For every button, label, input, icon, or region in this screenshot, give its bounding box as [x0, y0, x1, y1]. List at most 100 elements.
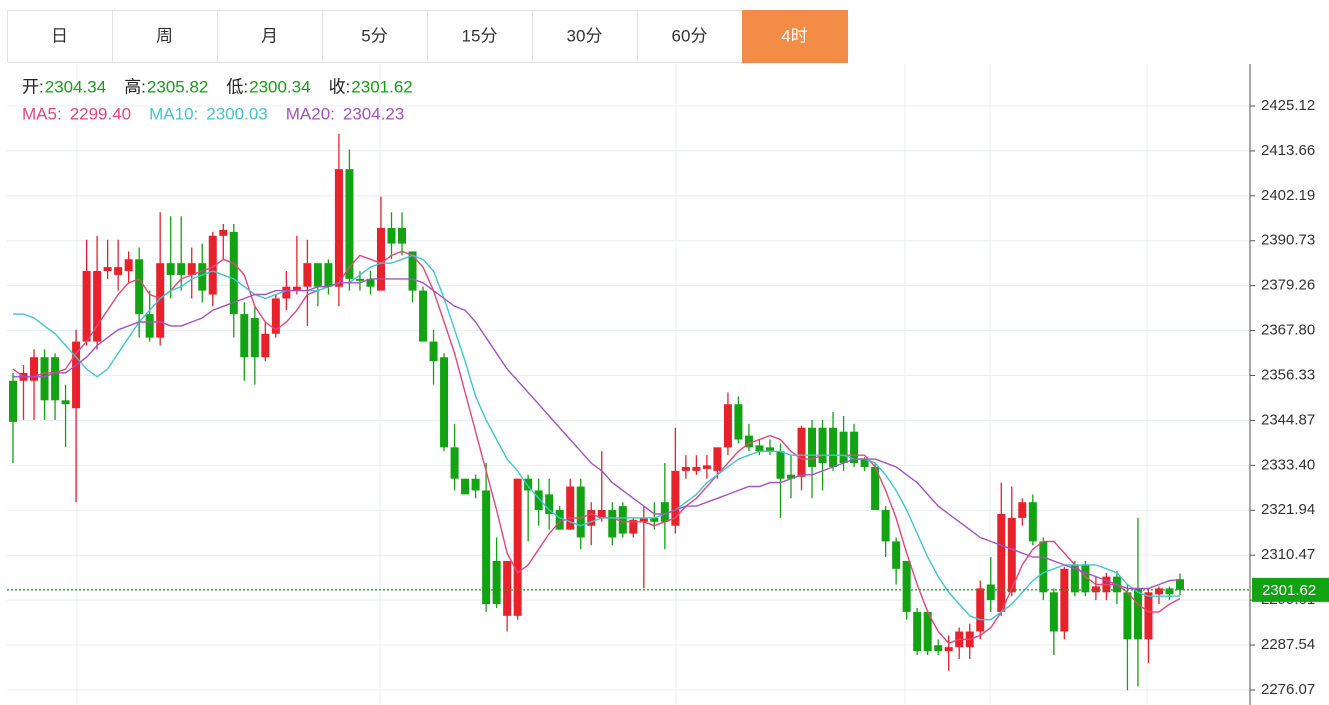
tab-label[interactable]: 周: [156, 26, 173, 45]
candle-body: [608, 510, 617, 538]
candle-body: [1176, 579, 1184, 590]
candle-body: [40, 357, 49, 401]
candle-body: [450, 447, 459, 479]
candle-body: [545, 494, 554, 514]
candle-body: [145, 314, 154, 338]
ohlc-value: 2300.34: [249, 77, 310, 96]
tab[interactable]: [112, 10, 218, 63]
candle-body: [355, 278, 364, 281]
ma-line: [13, 278, 1181, 590]
last-price-label: 2301.62: [1262, 582, 1316, 599]
tab-label[interactable]: 4时: [781, 26, 807, 45]
candle-body: [282, 286, 291, 299]
candle-body: [713, 447, 722, 471]
tab[interactable]: [742, 10, 848, 63]
candle-body: [324, 263, 333, 287]
candle-body: [734, 404, 743, 440]
candle-body: [513, 478, 522, 616]
candle-body: [997, 513, 1006, 612]
candle-body: [829, 427, 838, 467]
candle-body: [776, 451, 785, 479]
tab[interactable]: [532, 10, 638, 63]
tab-label[interactable]: 30分: [567, 26, 603, 45]
tab[interactable]: [637, 10, 743, 63]
candle-body: [429, 341, 438, 362]
candle-body: [482, 490, 491, 605]
plot: [7, 133, 1250, 691]
candle-body: [1144, 592, 1153, 640]
tab[interactable]: [7, 10, 113, 63]
candle-body: [692, 466, 701, 471]
candle-body: [93, 271, 102, 342]
candle-body: [702, 465, 711, 469]
candle-body: [250, 318, 259, 358]
candle-body: [177, 263, 186, 275]
candle-body: [292, 286, 301, 291]
candle-body: [387, 227, 396, 244]
legend: 开: 2304.34 高: 2305.82 低: 2300.34 收: 2301.62 MA5:…: [22, 77, 413, 123]
tab-label[interactable]: 60分: [672, 26, 708, 45]
tab-label[interactable]: 月: [261, 26, 278, 45]
candle-body: [1123, 592, 1132, 640]
ohlc-value: 2304.34: [45, 77, 106, 96]
tab-label[interactable]: 15分: [462, 26, 498, 45]
candle-body: [650, 517, 659, 522]
y-tick-label: 2310.47: [1261, 546, 1315, 563]
candle-body: [1070, 564, 1079, 593]
legend-value: 2304.23: [343, 104, 404, 123]
candle-body: [976, 588, 985, 632]
candle-body: [471, 478, 480, 491]
tab-label[interactable]: 5分: [361, 26, 387, 45]
y-tick-label: 2367.80: [1261, 322, 1315, 339]
candle-body: [1081, 564, 1090, 593]
candle-body: [334, 169, 343, 287]
candle-body: [934, 645, 943, 652]
candle-body: [1049, 592, 1058, 632]
ohlc-value: 2305.82: [147, 77, 208, 96]
candle-body: [124, 259, 133, 272]
y-tick-label: 2344.87: [1261, 411, 1315, 428]
candle-body: [1039, 541, 1048, 593]
last-price-box: [1252, 577, 1329, 602]
candle-body: [681, 466, 690, 471]
candle-body: [1154, 588, 1163, 595]
candle-body: [797, 427, 806, 477]
ma-line: [12, 250, 1181, 645]
tab[interactable]: [427, 10, 533, 63]
candle-body: [503, 560, 512, 616]
candle-body: [72, 341, 81, 409]
candle-body: [1060, 568, 1069, 632]
candle-body: [1007, 517, 1016, 593]
candle-body: [755, 445, 764, 452]
candle-body: [639, 517, 648, 522]
ma-line: [13, 254, 1181, 621]
y-tick-label: 2276.07: [1261, 681, 1315, 698]
candle-body: [198, 263, 207, 291]
y-tick-label: 2402.19: [1261, 187, 1315, 204]
tab[interactable]: [322, 10, 428, 63]
tab[interactable]: [217, 10, 323, 63]
candle-body: [61, 400, 70, 405]
candle-body: [1165, 588, 1174, 595]
candle-body: [187, 263, 196, 275]
candle-body: [229, 231, 238, 315]
candle-body: [871, 466, 880, 511]
candle-body: [587, 510, 596, 526]
candle-body: [671, 470, 680, 526]
candle-body: [166, 263, 175, 275]
candle-body: [82, 271, 91, 342]
candle-body: [156, 263, 165, 338]
candle-body: [566, 486, 575, 530]
y-tick-label: 2333.40: [1261, 456, 1315, 473]
ohlc-label: 低:: [226, 77, 248, 96]
legend-value: 2299.40: [70, 104, 131, 123]
candle-body: [765, 447, 774, 452]
candle-body: [492, 560, 501, 605]
ohlc-label: 收:: [329, 77, 351, 96]
ohlc-label: 高:: [124, 77, 146, 96]
tab-label[interactable]: 日: [51, 26, 68, 45]
candle-body: [366, 278, 375, 287]
candle-body: [787, 474, 795, 479]
